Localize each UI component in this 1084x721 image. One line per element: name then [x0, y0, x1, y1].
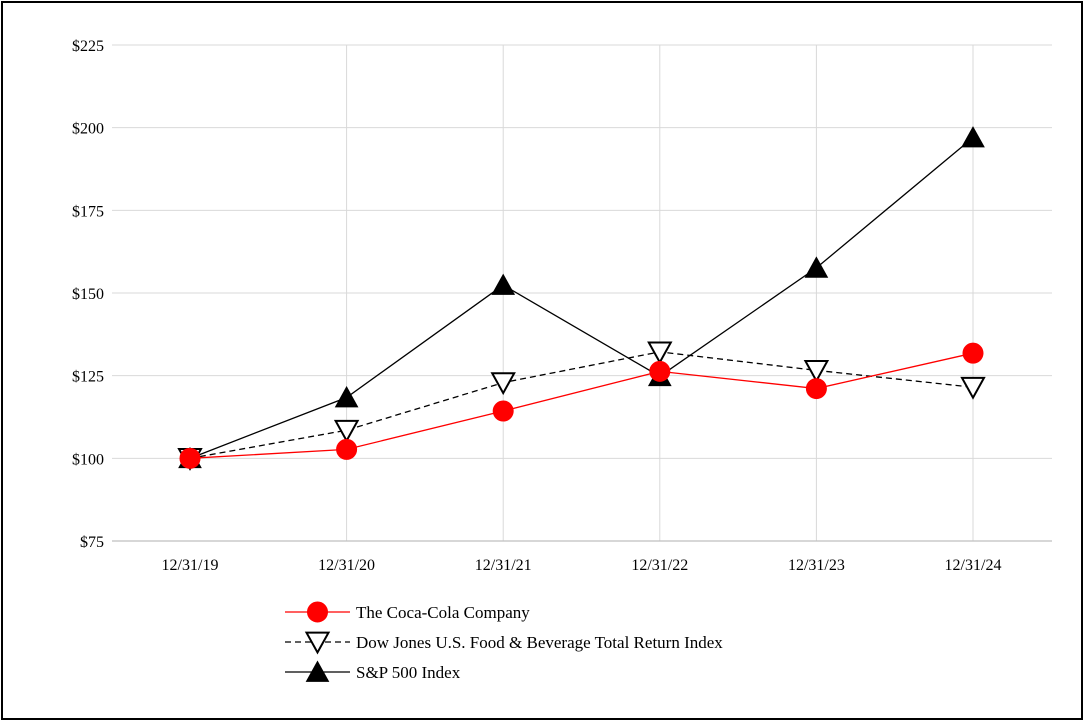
- series-1: [177, 341, 986, 471]
- y-tick-label: $175: [72, 203, 104, 220]
- y-tick-label: $100: [72, 451, 104, 468]
- series-line: [189, 137, 974, 459]
- legend-marker: [304, 631, 331, 655]
- x-tick-label: 12/31/19: [162, 557, 219, 574]
- data-point: [962, 342, 984, 364]
- data-point: [803, 360, 830, 383]
- data-point: [179, 447, 201, 469]
- data-point: [333, 419, 360, 443]
- series-2: [178, 126, 985, 469]
- data-point: [491, 273, 516, 295]
- x-tick-label: 12/31/23: [788, 557, 845, 574]
- legend-label: S&P 500 Index: [356, 663, 461, 682]
- series-line: [189, 352, 974, 459]
- series-layer: [177, 126, 986, 471]
- axes: $75 $100 $125 $150 $175 $200 $225 12/31/19 12/31…: [72, 38, 1052, 574]
- legend-entry: The Coca-Cola Company: [285, 601, 530, 623]
- data-point: [334, 386, 359, 408]
- data-point: [804, 256, 829, 278]
- legend-entry: Dow Jones U.S. Food & Beverage Total Ret…: [285, 631, 723, 655]
- x-tick-label: 12/31/21: [475, 557, 532, 574]
- legend: The Coca-Cola Company Dow Jones U.S. Food…: [285, 601, 723, 682]
- legend-entry: S&P 500 Index: [285, 660, 461, 682]
- data-point: [960, 376, 986, 400]
- data-point: [647, 341, 673, 365]
- data-point: [961, 126, 985, 148]
- x-tick-label: 12/31/20: [318, 557, 375, 574]
- y-tick-label: $225: [72, 38, 104, 55]
- data-point: [490, 372, 516, 396]
- grid: [112, 44, 1052, 541]
- series-0: [179, 342, 984, 469]
- series-line: [189, 351, 974, 459]
- legend-marker: [305, 660, 330, 682]
- x-tick-label: 12/31/24: [945, 557, 1002, 574]
- legend-marker: [307, 601, 328, 623]
- data-point: [649, 360, 671, 382]
- data-point: [805, 378, 827, 400]
- y-tick-label: $200: [72, 121, 104, 138]
- x-tick-label: 12/31/22: [631, 557, 688, 574]
- y-tick-label: $75: [80, 534, 104, 551]
- y-tick-label: $150: [72, 286, 104, 303]
- y-tick-label: $125: [72, 369, 104, 386]
- data-point: [336, 438, 358, 460]
- legend-label: Dow Jones U.S. Food & Beverage Total Ret…: [356, 633, 723, 652]
- legend-label: The Coca-Cola Company: [356, 603, 530, 622]
- data-point: [492, 400, 514, 422]
